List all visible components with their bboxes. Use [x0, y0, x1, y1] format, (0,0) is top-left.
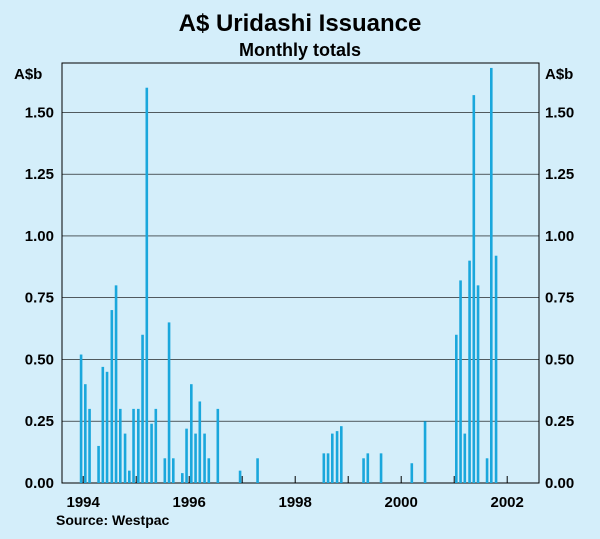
bar — [423, 421, 427, 483]
x-tick-label: 1998 — [279, 494, 312, 511]
bar — [207, 458, 211, 483]
bar — [185, 428, 188, 483]
bar — [101, 366, 105, 483]
bar — [322, 453, 326, 483]
bar — [123, 433, 127, 483]
y-tick-label-right: 0.75 — [545, 290, 574, 307]
bar — [198, 401, 202, 483]
bar — [340, 426, 343, 483]
bar — [132, 408, 135, 483]
bar — [88, 408, 91, 483]
chart-subtitle: Monthly totals — [239, 40, 361, 60]
y-tick-label-left: 1.25 — [25, 166, 54, 183]
bar — [172, 458, 175, 483]
bar — [181, 473, 184, 483]
bar — [154, 408, 158, 483]
bar — [494, 255, 498, 483]
bar — [150, 423, 153, 483]
x-tick-label: 2000 — [385, 494, 418, 511]
bar — [366, 453, 370, 483]
y-tick-label-right: 0.00 — [545, 475, 574, 492]
bar — [137, 408, 140, 483]
x-tick-label: 1994 — [67, 494, 101, 511]
bar — [490, 67, 493, 483]
bar — [105, 371, 109, 483]
y-tick-label-right: 1.25 — [545, 166, 574, 183]
bar — [379, 453, 383, 483]
bar — [335, 431, 339, 483]
bar — [128, 470, 131, 483]
bars — [79, 67, 498, 484]
chart-title: A$ Uridashi Issuance — [178, 10, 422, 37]
bar — [163, 458, 167, 483]
y-axis-left-labels: 0.00 0.25 0.50 0.75 1.00 1.25 1.50 — [25, 104, 54, 492]
bar — [190, 384, 193, 483]
y-tick-label-right: 1.50 — [545, 104, 574, 121]
bar — [472, 95, 476, 484]
y-tick-label-left: 0.25 — [25, 413, 54, 430]
bar — [79, 354, 83, 483]
bar — [463, 433, 467, 483]
y-tick-label-left: 1.50 — [25, 104, 54, 121]
y-unit-right: A$b — [545, 66, 573, 83]
y-unit-left: A$b — [14, 66, 42, 83]
bar — [114, 285, 118, 483]
bar — [216, 408, 220, 483]
bar — [468, 260, 471, 483]
y-tick-label-right: 0.50 — [545, 351, 574, 368]
bar — [145, 87, 149, 484]
x-tick-label: 1996 — [173, 494, 206, 511]
bar — [459, 280, 462, 483]
bar — [119, 408, 122, 483]
y-tick-label-left: 0.00 — [25, 475, 54, 492]
bar — [84, 384, 87, 483]
y-tick-label-right: 0.25 — [545, 413, 574, 430]
bar — [362, 458, 365, 483]
bar — [203, 433, 206, 483]
bar — [410, 463, 414, 483]
source-note: Source: Westpac — [56, 512, 170, 528]
bar — [97, 445, 100, 483]
y-tick-label-left: 0.50 — [25, 351, 54, 368]
bar — [256, 458, 259, 483]
y-axis-right-labels: 0.00 0.25 0.50 0.75 1.00 1.25 1.50 — [545, 104, 574, 492]
y-tick-label-right: 1.00 — [545, 228, 574, 245]
y-tick-label-left: 1.00 — [25, 228, 54, 245]
bar — [476, 285, 480, 483]
y-tick-label-left: 0.75 — [25, 290, 54, 307]
bar — [141, 334, 144, 483]
bar — [326, 453, 330, 483]
bar — [238, 470, 242, 483]
bar — [331, 433, 334, 483]
bar — [485, 458, 489, 483]
x-axis: 1994 1996 1998 2000 2002 — [67, 476, 524, 511]
x-tick-label: 2002 — [491, 494, 524, 511]
bar — [194, 433, 197, 483]
bar — [167, 322, 171, 483]
bar — [110, 310, 114, 483]
bar — [455, 334, 458, 483]
